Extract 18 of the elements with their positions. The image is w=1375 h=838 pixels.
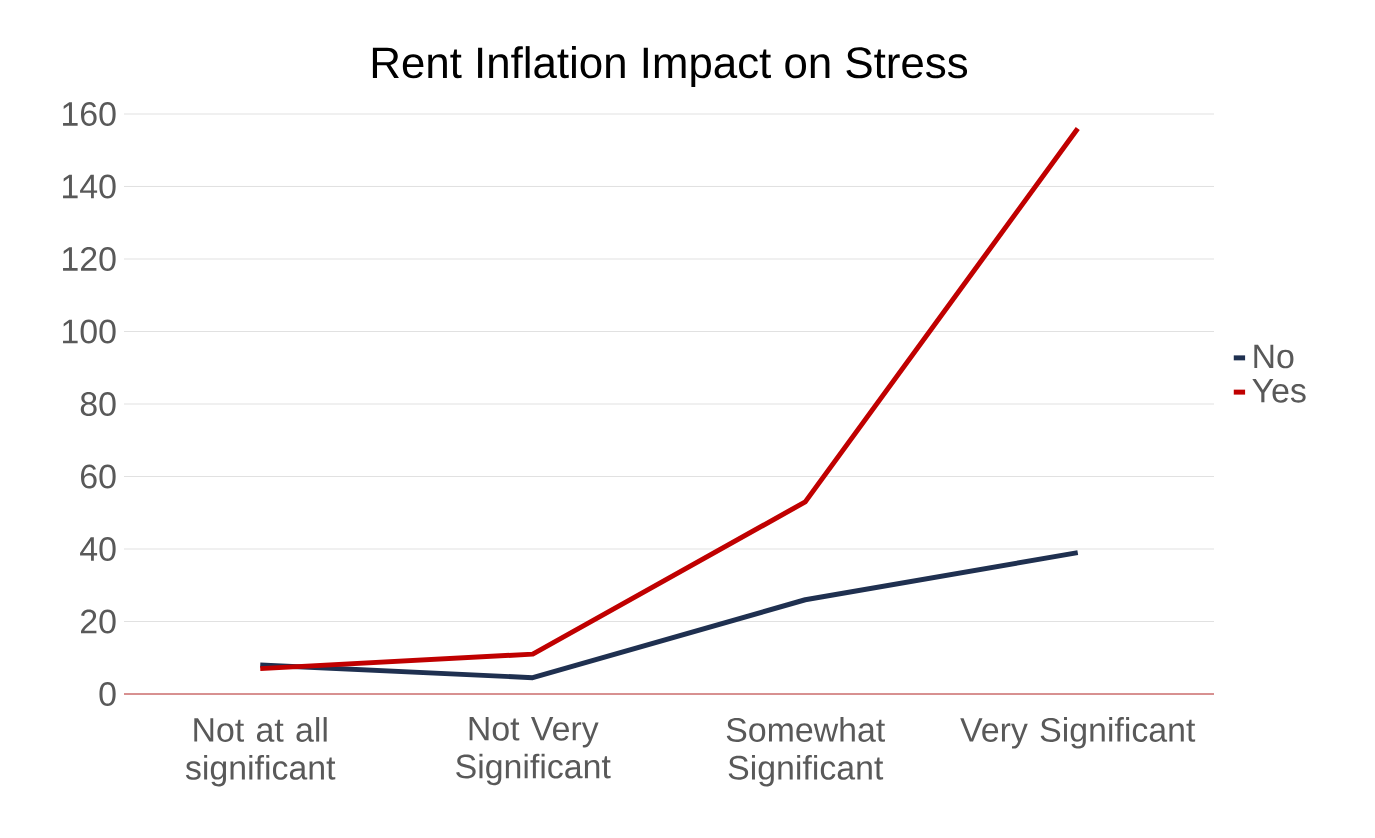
line-series [257,126,1081,672]
legend-label: Yes [1252,378,1306,403]
y-tick-label: 120 [63,247,116,271]
chart-title: Rent Inflation Impact on Stress [372,46,968,87]
y-tick-label: 0 [99,682,116,706]
y-tick-label: 60 [81,464,116,489]
y-tick-label: 80 [80,392,116,416]
legend-label: No [1254,344,1294,369]
x-tick-label: Not Very Significant [456,717,611,786]
y-tick-label: 140 [63,174,116,199]
y-tick-label: 20 [81,609,116,634]
x-tick-label: Somewhat Significant [726,717,885,787]
x-tick-label: Very Significant [960,717,1196,749]
y-tick-label: 100 [63,319,116,344]
x-tick-label: Not at all significant [185,717,336,787]
y-tick-label: 160 [63,102,116,126]
line-series [257,550,1081,681]
y-tick-label: 40 [80,537,116,561]
